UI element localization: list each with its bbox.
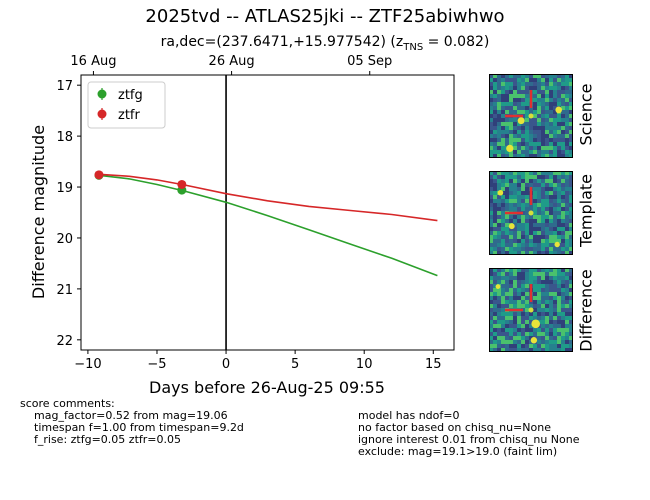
subtitle-tail: = 0.082) xyxy=(423,34,490,50)
template-thumbnail xyxy=(489,171,573,255)
model-comment-line: no factor based on chisq_nu=None xyxy=(358,421,551,434)
score-comment-line: f_rise: ztfg=0.05 ztfr=0.05 xyxy=(34,433,181,446)
science-thumbnail xyxy=(489,74,573,158)
subtitle-subscript: TNS xyxy=(403,41,424,53)
difference-thumbnail xyxy=(489,268,573,352)
template-label: Template xyxy=(576,174,596,248)
y-tick-label: 19 xyxy=(56,181,73,196)
x-tick-label: 10 xyxy=(356,357,373,372)
x-tick-label: −5 xyxy=(147,357,166,372)
top-date-label: 26 Aug xyxy=(209,54,255,69)
top-date-label: 05 Sep xyxy=(347,54,392,69)
x-tick-label: 0 xyxy=(222,357,230,372)
y-tick-label: 20 xyxy=(56,232,73,247)
science-label: Science xyxy=(576,83,596,146)
model-comment-line: exclude: mag=19.1>19.0 (faint lim) xyxy=(358,445,558,458)
x-tick-label: 15 xyxy=(425,357,442,372)
y-tick-label: 21 xyxy=(56,283,73,298)
legend-ztfg-marker xyxy=(97,89,107,99)
top-date-label: 16 Aug xyxy=(70,54,116,69)
x-axis-label: Days before 26-Aug-25 09:55 xyxy=(149,378,385,397)
subtitle-main: ra,dec=(237.6471,+15.977542) (z xyxy=(160,34,404,50)
plot-frame xyxy=(80,74,455,351)
difference-label: Difference xyxy=(576,269,596,352)
y-tick-label: 17 xyxy=(56,79,73,94)
model-comment-line: ignore interest 0.01 from chisq_nu None xyxy=(358,433,580,446)
y-tick-label: 18 xyxy=(56,130,73,145)
y-tick-label: 22 xyxy=(56,334,73,349)
chart-title: 2025tvd -- ATLAS25jki -- ZTF25abiwhwo xyxy=(145,6,505,27)
legend-ztfr-label: ztfr xyxy=(118,108,140,123)
model-line-ztfg xyxy=(98,174,438,277)
score-comment-line: mag_factor=0.52 from mag=19.06 xyxy=(34,409,228,422)
score-comments-title: score comments: xyxy=(20,397,115,410)
data-point-ztfr xyxy=(177,179,187,189)
legend-ztfg-label: ztfg xyxy=(118,88,143,103)
legend: ztfg ztfr xyxy=(87,81,166,129)
x-tick-label: 5 xyxy=(291,357,299,372)
model-comment-line: model has ndof=0 xyxy=(358,409,460,422)
model-comments: model has ndof=0 no factor based on chisq… xyxy=(358,410,580,458)
data-point-ztfr xyxy=(94,170,104,180)
score-comments: score comments: mag_factor=0.52 from mag=… xyxy=(20,398,244,446)
legend-box xyxy=(87,81,166,129)
legend-ztfr-marker xyxy=(97,109,107,119)
score-comment-line: timespan f=1.00 from timespan=9.2d xyxy=(34,421,244,434)
model-line-ztfr xyxy=(98,173,438,222)
x-tick-label: −10 xyxy=(74,357,101,372)
y-axis-label: Difference magnitude xyxy=(29,125,48,299)
chart-subtitle: ra,dec=(237.6471,+15.977542) (zTNS = 0.0… xyxy=(80,34,570,53)
